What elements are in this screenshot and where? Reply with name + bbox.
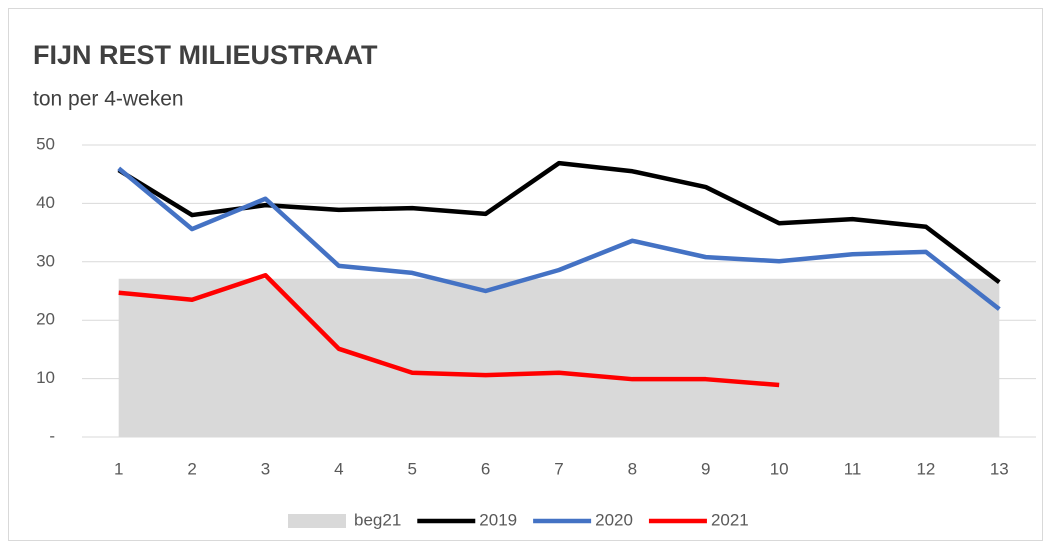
- x-tick-label: 11: [844, 459, 862, 478]
- legend-label: 2021: [711, 510, 749, 529]
- legend-label: beg21: [354, 510, 401, 529]
- line: [117, 160, 1001, 285]
- x-tick-label: 13: [990, 459, 1009, 478]
- legend-swatch: [288, 514, 346, 528]
- line: [117, 166, 1001, 311]
- x-tick-label: 12: [916, 459, 935, 478]
- y-tick-label: 40: [36, 193, 55, 212]
- chart-subtitle: ton per 4-weken: [33, 88, 184, 111]
- line: [118, 272, 780, 388]
- x-tick-label: 9: [701, 459, 710, 478]
- y-tick-label: 50: [36, 134, 55, 153]
- area: [118, 278, 1000, 437]
- x-tick-label: 3: [261, 459, 270, 478]
- y-tick-label: 20: [36, 310, 55, 329]
- chart-title: FIJN REST MILIEUSTRAAT: [33, 40, 378, 70]
- y-tick-label: -: [49, 426, 55, 445]
- legend-label: 2020: [595, 510, 633, 529]
- x-tick-label: 5: [407, 459, 416, 478]
- x-tick-label: 8: [628, 459, 637, 478]
- x-tick-label: 10: [770, 459, 789, 478]
- chart-border: [8, 8, 1043, 541]
- y-tick-label: 30: [36, 251, 55, 270]
- x-tick-label: 1: [114, 459, 123, 478]
- x-tick-label: 6: [481, 459, 490, 478]
- legend-label: 2019: [479, 510, 517, 529]
- x-tick-label: 7: [554, 459, 563, 478]
- x-tick-label: 2: [187, 459, 196, 478]
- x-tick-label: 4: [334, 459, 343, 478]
- y-tick-label: 10: [36, 368, 55, 387]
